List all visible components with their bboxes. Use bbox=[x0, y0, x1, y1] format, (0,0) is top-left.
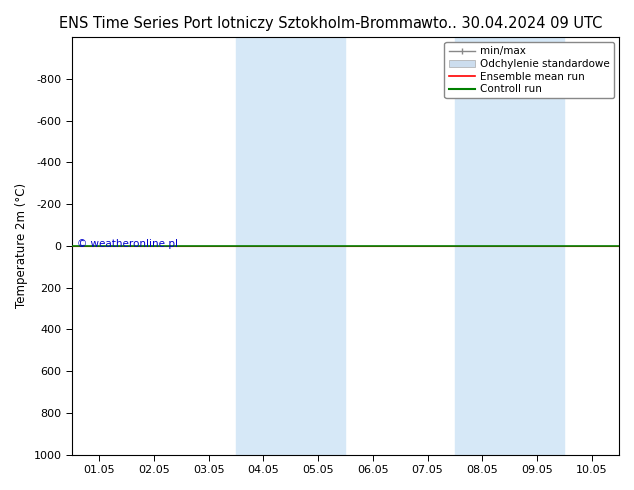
Bar bbox=[291, 37, 346, 455]
Text: wto.. 30.04.2024 09 UTC: wto.. 30.04.2024 09 UTC bbox=[421, 16, 602, 31]
Text: ENS Time Series Port lotniczy Sztokholm-Bromma: ENS Time Series Port lotniczy Sztokholm-… bbox=[60, 16, 422, 31]
Text: © weatheronline.pl: © weatheronline.pl bbox=[77, 239, 178, 249]
Legend: min/max, Odchylenie standardowe, Ensemble mean run, Controll run: min/max, Odchylenie standardowe, Ensembl… bbox=[444, 42, 614, 98]
Y-axis label: Temperature 2m (°C): Temperature 2m (°C) bbox=[15, 183, 28, 308]
Bar bbox=[455, 37, 510, 455]
Bar bbox=[510, 37, 564, 455]
Bar bbox=[236, 37, 291, 455]
